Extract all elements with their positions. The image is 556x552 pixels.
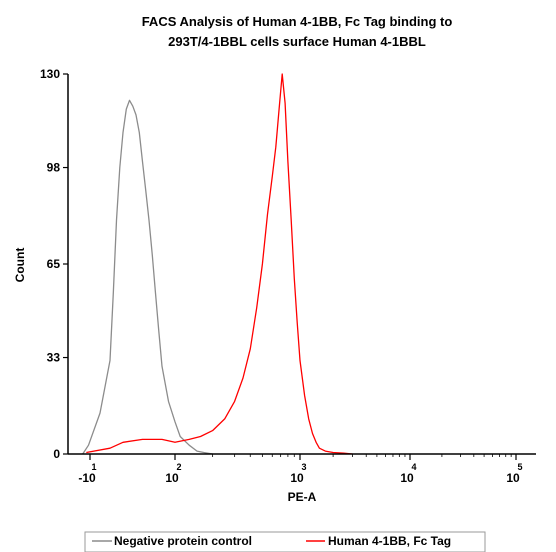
series-line-human-4-1bb — [86, 73, 353, 455]
chart-title-line-2: 293T/4-1BBL cells surface Human 4-1BBL — [168, 34, 426, 49]
x-tick-exponent: 4 — [411, 462, 416, 472]
y-tick-label: 130 — [40, 67, 60, 81]
x-tick-label: 10 — [165, 471, 179, 485]
y-tick-label: 98 — [47, 161, 61, 175]
legend-label-negative-control: Negative protein control — [114, 534, 252, 548]
x-tick-label: -10 — [78, 471, 96, 485]
y-ticks: 0 33 65 98 130 — [40, 67, 68, 461]
x-tick-label: 10 — [400, 471, 414, 485]
y-tick-label: 33 — [47, 351, 61, 365]
series-line-negative-control — [82, 99, 213, 455]
y-tick-label: 65 — [47, 257, 61, 271]
x-tick-label: 10 — [506, 471, 520, 485]
x-tick-exponent: 5 — [517, 462, 522, 472]
x-tick-label: 10 — [290, 471, 304, 485]
x-tick-exponent: 2 — [176, 462, 181, 472]
legend: Negative protein control Human 4-1BB, Fc… — [84, 531, 486, 552]
y-tick-label: 0 — [53, 447, 60, 461]
x-tick-exponent: 1 — [91, 462, 96, 472]
chart-title-line-1: FACS Analysis of Human 4-1BB, Fc Tag bin… — [142, 14, 453, 29]
legend-label-human-4-1bb: Human 4-1BB, Fc Tag — [328, 534, 451, 548]
plot-area — [82, 73, 353, 455]
y-axis-label: Count — [13, 248, 27, 283]
x-tick-exponent: 3 — [301, 462, 306, 472]
legend-box — [84, 531, 486, 552]
x-axis-label: PE-A — [288, 490, 317, 504]
